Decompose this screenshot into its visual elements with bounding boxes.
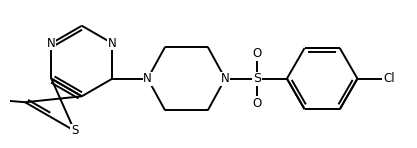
Text: S: S [253,72,261,85]
Text: N: N [108,37,117,50]
Text: O: O [252,48,261,60]
Text: N: N [221,72,230,85]
Text: O: O [252,97,261,110]
Text: N: N [47,37,56,50]
Text: N: N [143,72,152,85]
Text: S: S [71,124,78,137]
Text: Cl: Cl [383,72,394,85]
